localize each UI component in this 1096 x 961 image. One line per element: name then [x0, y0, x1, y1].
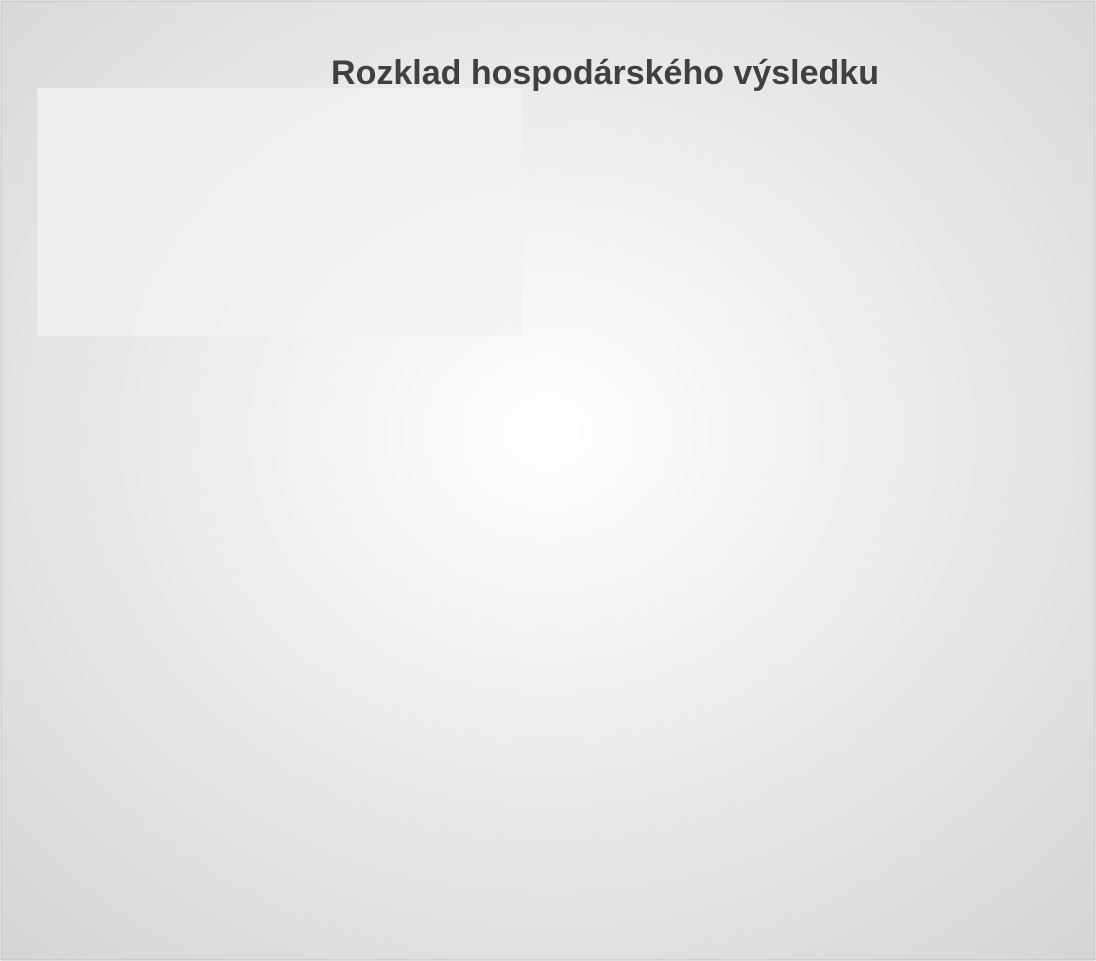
legend-box — [37, 88, 522, 336]
chart-title: Rozklad hospodárského výsledku — [331, 54, 879, 92]
